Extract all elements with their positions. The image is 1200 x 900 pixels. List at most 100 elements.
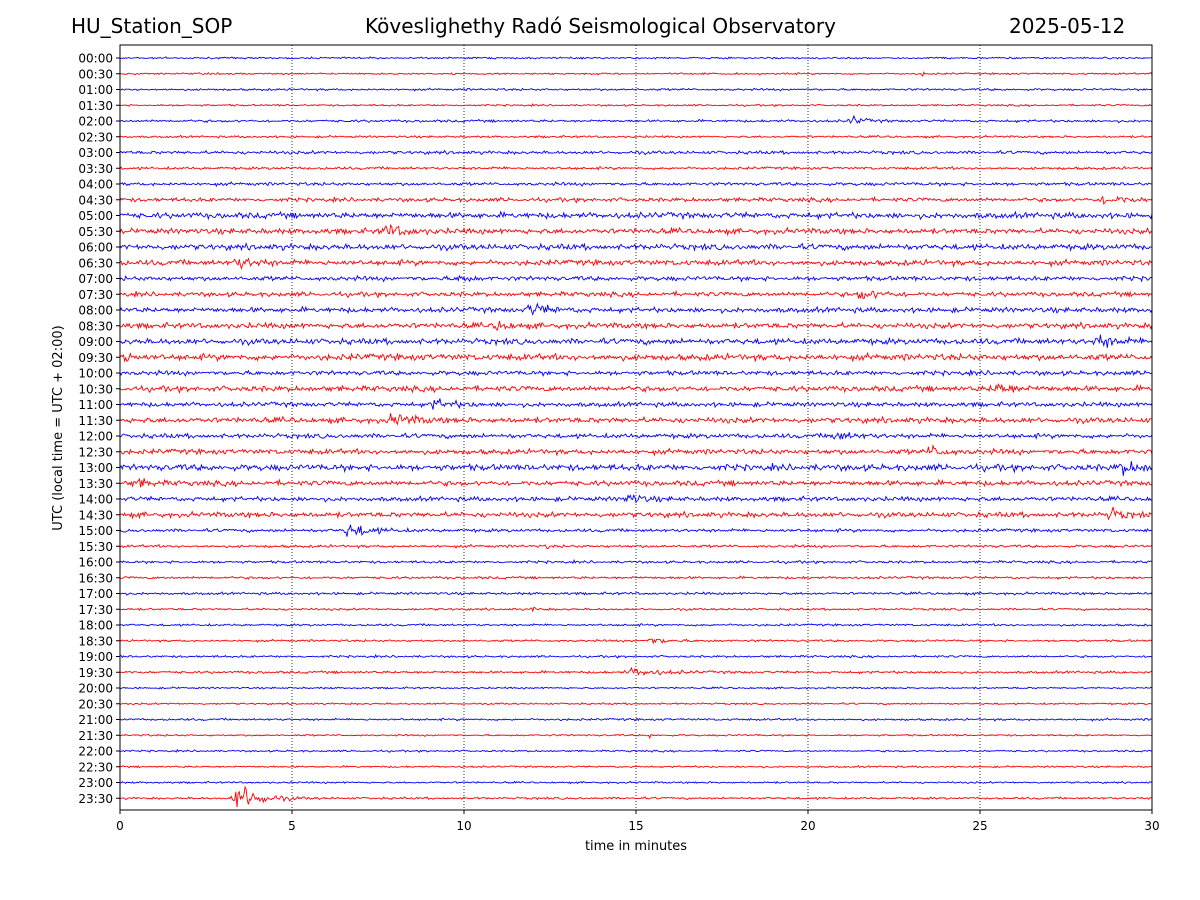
y-tick-label-2100: 21:00 [78,713,113,727]
trace-1100 [119,398,1153,410]
y-tick-label-1700: 17:00 [78,587,113,601]
trace-0730 [119,289,1153,300]
x-axis-label: time in minutes [585,839,687,854]
trace-2030 [119,702,1153,706]
grid-lines [291,45,981,810]
trace-0600 [119,242,1153,253]
y-tick-label-0700: 07:00 [78,272,113,286]
y-tick-label-1100: 11:00 [78,398,113,412]
y-tick-label-0600: 06:00 [78,241,113,255]
y-axis-label: UTC (local time = UTC + 02:00) [51,325,66,530]
y-tick-label-1400: 14:00 [78,493,113,507]
y-tick-label-0730: 07:30 [78,288,113,302]
trace-1900 [119,653,1153,659]
trace-1730 [119,606,1153,613]
x-tick-label-20: 20 [800,819,815,833]
trace-2200 [119,748,1153,753]
trace-1530 [119,543,1153,550]
y-tick-label-0900: 09:00 [78,335,113,349]
y-tick-label-0530: 05:30 [78,225,113,239]
x-tick-label-5: 5 [288,819,296,833]
y-tick-label-0430: 04:30 [78,193,113,207]
y-tick-label-0130: 01:30 [78,99,113,113]
y-tick-label-0400: 04:00 [78,178,113,192]
y-tick-label-1200: 12:00 [78,430,113,444]
y-tick-label-1300: 13:00 [78,461,113,475]
y-tick-label-2300: 23:00 [78,776,113,790]
trace-1800 [119,622,1153,628]
y-tick-label-1030: 10:30 [78,382,113,396]
trace-0300 [119,149,1153,156]
chart-title: Köveslighethy Radó Seismological Observa… [365,14,836,38]
y-tick-label-1800: 18:00 [78,619,113,633]
y-tick-label-1430: 14:30 [78,508,113,522]
y-tick-label-2330: 23:30 [78,792,113,806]
trace-1430 [119,506,1153,521]
y-tick-label-0330: 03:30 [78,162,113,176]
trace-0630 [119,257,1153,270]
trace-1700 [119,591,1153,597]
x-tick-label-30: 30 [1144,819,1159,833]
x-tick-label-10: 10 [456,819,471,833]
trace-1230 [119,443,1153,457]
trace-1330 [119,477,1153,488]
traces [119,56,1153,808]
y-tick-label-1000: 10:00 [78,367,113,381]
x-tick-label-0: 0 [116,819,124,833]
trace-1600 [119,559,1153,565]
trace-2300 [119,780,1153,785]
date-label: 2025-05-12 [1009,14,1126,38]
y-tick-label-1530: 15:30 [78,540,113,554]
trace-1930 [119,666,1153,676]
trace-2230 [119,764,1153,769]
y-tick-label-1230: 12:30 [78,445,113,459]
trace-1630 [119,575,1153,581]
trace-1500 [119,524,1152,537]
y-tick-label-1900: 19:00 [78,650,113,664]
x-ticks: 0 5 10 15 20 25 30 [116,810,1160,833]
trace-0430 [119,195,1153,206]
trace-0030 [119,71,1153,77]
trace-0800 [119,302,1153,316]
trace-0530 [119,224,1153,237]
trace-0500 [119,210,1153,221]
y-tick-label-1130: 11:30 [78,414,113,428]
y-tick-label-1600: 16:00 [78,556,113,570]
y-tick-label-1330: 13:30 [78,477,113,491]
trace-0900 [119,334,1153,348]
station-name: HU_Station_SOP [71,14,233,38]
trace-0400 [119,181,1153,188]
y-tick-label-0830: 08:30 [78,319,113,333]
trace-0700 [119,274,1153,283]
y-tick-label-0630: 06:30 [78,256,113,270]
y-tick-label-0500: 05:00 [78,209,113,223]
trace-1400 [119,494,1153,504]
trace-0330 [119,165,1153,171]
y-tick-label-2000: 20:00 [78,682,113,696]
y-tick-label-0800: 08:00 [78,304,113,318]
trace-1030 [119,382,1153,394]
y-tick-label-1830: 18:30 [78,634,113,648]
trace-0830 [119,320,1153,332]
trace-0100 [119,87,1153,92]
trace-2000 [119,686,1153,690]
y-tick-label-0230: 02:30 [78,130,113,144]
y-tick-label-0100: 01:00 [78,83,113,97]
trace-2130 [119,733,1153,740]
y-tick-label-0200: 02:00 [78,115,113,129]
y-tick-label-0930: 09:30 [78,351,113,365]
y-tick-label-2230: 22:30 [78,760,113,774]
trace-0230 [119,134,1153,139]
trace-1000 [119,369,1153,378]
y-tick-label-0000: 00:00 [78,52,113,66]
trace-1300 [119,461,1153,476]
trace-1200 [119,431,1153,441]
y-tick-label-2030: 20:30 [78,697,113,711]
y-tick-label-1730: 17:30 [78,603,113,617]
y-tick-label-1930: 19:30 [78,666,113,680]
trace-0930 [119,351,1153,363]
y-tick-label-1630: 16:30 [78,571,113,585]
trace-2330 [119,785,1153,808]
y-tick-label-0300: 03:00 [78,146,113,160]
